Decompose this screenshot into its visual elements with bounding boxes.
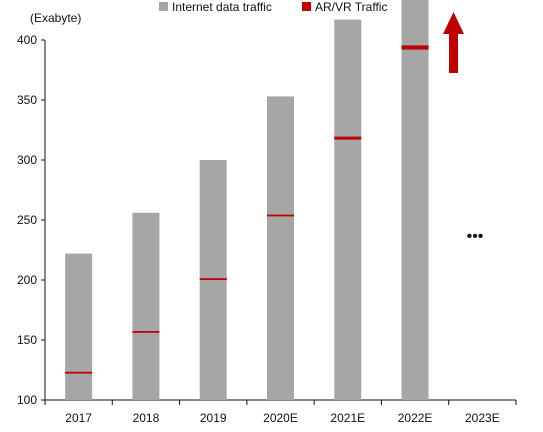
x-ticks: 2017 2018 2019 2020E 2021E 2022E 2023E (44, 400, 517, 425)
x-tick-label: 2022E (398, 411, 433, 425)
x-tick-label: 2020E (263, 411, 298, 425)
trend-arrow-head (443, 12, 464, 34)
bar-arvr-2018 (132, 331, 160, 333)
legend-swatch-arvr (302, 2, 311, 11)
trend-arrow-shaft (449, 32, 458, 73)
y-tick-label: 150 (17, 333, 37, 347)
legend: Internet data traffic AR/VR Traffic (159, 0, 387, 14)
y-tick-label: 100 (17, 393, 37, 407)
bar-arvr-2021E (334, 136, 362, 140)
y-tick-label: 200 (17, 273, 37, 287)
y-tick-label: 400 (17, 33, 37, 47)
bar-internet-2020E (267, 96, 294, 401)
bar-internet-2018 (132, 212, 160, 400)
legend-label-internet: Internet data traffic (172, 0, 272, 14)
y-tick-label: 350 (17, 93, 37, 107)
trend-arrow-icon (443, 12, 464, 73)
bar-arvr-2022E (401, 45, 429, 50)
y-ticks: 100 150 200 250 300 350 400 (17, 33, 45, 407)
ellipsis-annotation: ••• (467, 228, 484, 245)
x-tick-label: 2021E (330, 411, 365, 425)
x-tick-label: 2023E (465, 411, 500, 425)
legend-swatch-internet (159, 2, 168, 11)
x-tick-label: 2018 (133, 411, 160, 425)
y-tick-label: 300 (17, 153, 37, 167)
bar-arvr-2020E (267, 214, 294, 217)
bar-internet-2021E (334, 19, 362, 400)
bar-internet-2022E (401, 0, 429, 400)
y-unit-label: (Exabyte) (30, 11, 81, 25)
bar-internet-2017 (65, 253, 93, 400)
x-tick-label: 2019 (200, 411, 227, 425)
bar-arvr-2017 (65, 371, 93, 374)
bar-arvr-2019 (199, 278, 227, 280)
legend-label-arvr: AR/VR Traffic (315, 0, 387, 14)
x-tick-label: 2017 (65, 411, 92, 425)
y-tick-label: 250 (17, 213, 37, 227)
bars (65, 0, 429, 401)
